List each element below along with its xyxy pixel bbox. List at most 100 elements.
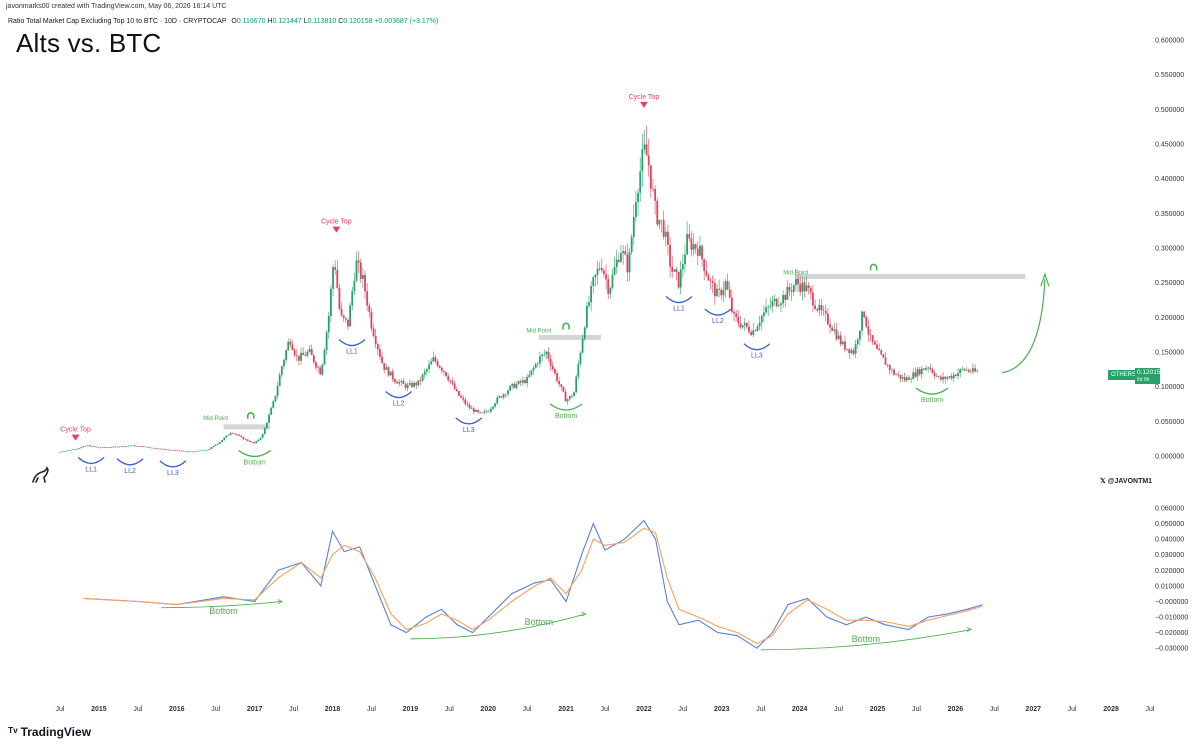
candle-body: [116, 446, 119, 448]
candle-body: [391, 371, 394, 380]
candle-body: [920, 368, 923, 375]
candle-body: [816, 308, 819, 311]
candle-body: [74, 449, 76, 451]
mid-point-label: Mid Point: [783, 270, 808, 276]
x-tick-label: Jul: [990, 706, 999, 713]
candle-body: [901, 377, 904, 379]
candle-body: [336, 269, 339, 288]
candle-body: [720, 289, 723, 296]
candle-body: [782, 295, 785, 304]
candle-body: [833, 329, 836, 331]
main-y-tick-label: 0.350000: [1155, 211, 1184, 218]
candle-body: [637, 192, 639, 203]
bottom-trend-arrowhead: [581, 611, 587, 617]
x-tick-label: Jul: [523, 706, 532, 713]
candle-body: [812, 292, 814, 306]
candle-body: [925, 367, 927, 370]
candle-body: [470, 408, 473, 409]
price-box: 0.120158 8d 8h: [1135, 368, 1164, 384]
x-tick-label: 2026: [948, 706, 964, 713]
candle-body: [138, 446, 140, 447]
candle-body: [259, 437, 262, 440]
candle-body: [728, 289, 731, 298]
candle-body: [489, 408, 492, 412]
candle-body: [276, 385, 279, 396]
macd-y-tick-label: 0.030000: [1155, 552, 1184, 559]
macd-y-tick-label: 0.040000: [1155, 537, 1184, 544]
candle-body: [519, 381, 522, 383]
candle-body: [767, 306, 770, 308]
x-tick-label: 2025: [870, 706, 886, 713]
candle-body: [865, 317, 868, 327]
candle-body: [323, 349, 326, 365]
last-price: 0.120158: [1137, 369, 1165, 376]
candle-body: [447, 376, 450, 381]
candle-body: [652, 188, 654, 190]
candle-body: [84, 446, 87, 447]
candle-body: [961, 368, 964, 370]
candle-body: [948, 376, 951, 378]
candle-body: [385, 367, 388, 370]
candle-body: [349, 305, 351, 327]
candle-body: [88, 445, 91, 447]
candle-body: [351, 290, 354, 306]
candle-body: [304, 354, 307, 356]
candle-body: [790, 290, 793, 292]
candle-body: [528, 374, 531, 378]
candle-body: [553, 369, 556, 374]
candle-body: [707, 275, 710, 281]
author-handle: 𝕏 @JAVONTM1: [1100, 477, 1152, 485]
main-y-tick-label: 0.300000: [1155, 246, 1184, 253]
candle-body: [752, 330, 755, 335]
candle-body: [93, 446, 96, 447]
candle-body: [451, 381, 454, 384]
x-tick-label: Jul: [834, 706, 843, 713]
resistance-level-band: [795, 273, 1026, 279]
projection-arrow: [1001, 279, 1046, 374]
candle-body: [204, 449, 206, 451]
candle-body: [272, 401, 275, 408]
candle-body: [908, 377, 910, 380]
candle-body: [408, 383, 411, 385]
x-tick-label: Jul: [211, 706, 220, 713]
candle-body: [270, 407, 273, 415]
candle-body: [285, 350, 288, 360]
candle-body: [112, 446, 115, 448]
candle-body: [581, 338, 584, 353]
lower-low-label: LL1: [85, 466, 97, 473]
candle-body: [227, 434, 230, 436]
candle-body: [884, 357, 887, 365]
candle-body: [436, 361, 439, 367]
cycle-top-label: Cycle Top: [321, 219, 352, 226]
candle-body: [818, 305, 821, 311]
candle-body: [214, 444, 217, 446]
candle-body: [573, 392, 575, 397]
candle-body: [295, 354, 298, 356]
candle-body: [312, 355, 315, 363]
lower-low-arc: [385, 391, 413, 399]
cycle-top-marker: [639, 101, 648, 108]
x-tick-label: 2023: [714, 706, 730, 713]
candle-body: [206, 449, 209, 451]
candle-body: [498, 396, 501, 398]
candle-body: [300, 352, 302, 361]
candle-body: [129, 445, 132, 447]
candle-body: [603, 270, 605, 275]
candle-body: [588, 302, 590, 307]
candle-body: [165, 449, 168, 451]
candle-body: [880, 350, 883, 355]
macd-bottom-label: Bottom: [209, 606, 238, 616]
candle-body: [229, 433, 232, 435]
main-y-tick-label: 0.200000: [1155, 315, 1184, 322]
candle-body: [566, 399, 569, 402]
candle-body: [844, 341, 846, 350]
candle-body: [549, 358, 552, 366]
candle-body: [101, 447, 104, 448]
candle-body: [854, 344, 857, 354]
candle-body: [754, 330, 757, 331]
candle-body: [517, 381, 520, 385]
x-tick-label: Jul: [133, 706, 142, 713]
x-tick-label: Jul: [678, 706, 687, 713]
candle-body: [357, 260, 360, 263]
